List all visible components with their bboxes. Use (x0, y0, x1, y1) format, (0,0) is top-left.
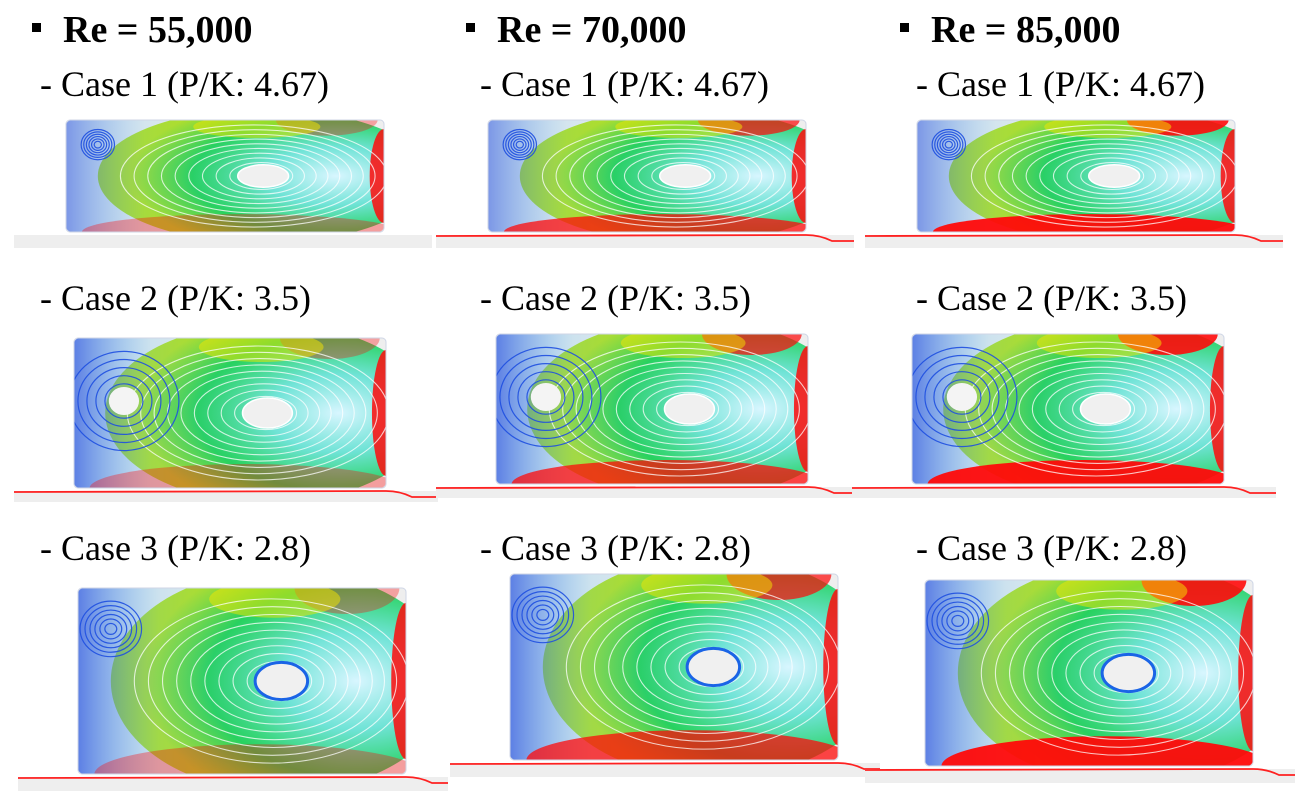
streamline-plot (449, 573, 880, 777)
streamline-plot (435, 119, 854, 248)
streamline-plot (864, 119, 1283, 248)
bullet-icon (32, 22, 41, 32)
streamline-plot (17, 587, 448, 791)
streamline-panel-r3-c3 (864, 578, 1295, 783)
streamline-plot (851, 333, 1276, 498)
case-label-r3-c3: - Case 3 (P/K: 2.8) (916, 528, 1187, 568)
case-label-r3-c1: - Case 3 (P/K: 2.8) (40, 528, 311, 568)
column-heading-text: Re = 55,000 (63, 9, 253, 51)
case-label-r3-c2: - Case 3 (P/K: 2.8) (480, 528, 751, 568)
streamline-panel-r1-c3 (864, 118, 1283, 248)
case-label-r1-c3: - Case 1 (P/K: 4.67) (916, 64, 1205, 104)
streamline-panel-r3-c2 (449, 572, 880, 777)
bullet-icon (466, 22, 475, 32)
case-label-r2-c1: - Case 2 (P/K: 3.5) (40, 278, 311, 318)
case-label-r2-c3: - Case 2 (P/K: 3.5) (916, 278, 1187, 318)
streamline-plot (864, 579, 1295, 783)
case-label-r1-c2: - Case 1 (P/K: 4.67) (480, 64, 769, 104)
streamline-panel-r3-c1 (17, 586, 448, 791)
streamline-plot (14, 119, 432, 248)
streamline-panel-r2-c1 (13, 336, 438, 502)
case-label-r1-c1: - Case 1 (P/K: 4.67) (40, 64, 329, 104)
streamline-plot (435, 333, 860, 498)
streamline-panel-r1-c1 (14, 118, 432, 248)
column-heading-text: Re = 85,000 (931, 9, 1121, 51)
case-label-r2-c2: - Case 2 (P/K: 3.5) (480, 278, 751, 318)
column-heading-re-85000: Re = 85,000 (900, 8, 1120, 52)
column-heading-re-55000: Re = 55,000 (32, 8, 252, 52)
bullet-icon (900, 22, 909, 32)
streamline-panel-r2-c2 (435, 332, 860, 498)
column-heading-text: Re = 70,000 (497, 9, 687, 51)
streamline-panel-r2-c3 (851, 332, 1276, 498)
streamline-plot (13, 337, 438, 502)
streamline-panel-r1-c2 (435, 118, 854, 248)
column-heading-re-70000: Re = 70,000 (466, 8, 686, 52)
